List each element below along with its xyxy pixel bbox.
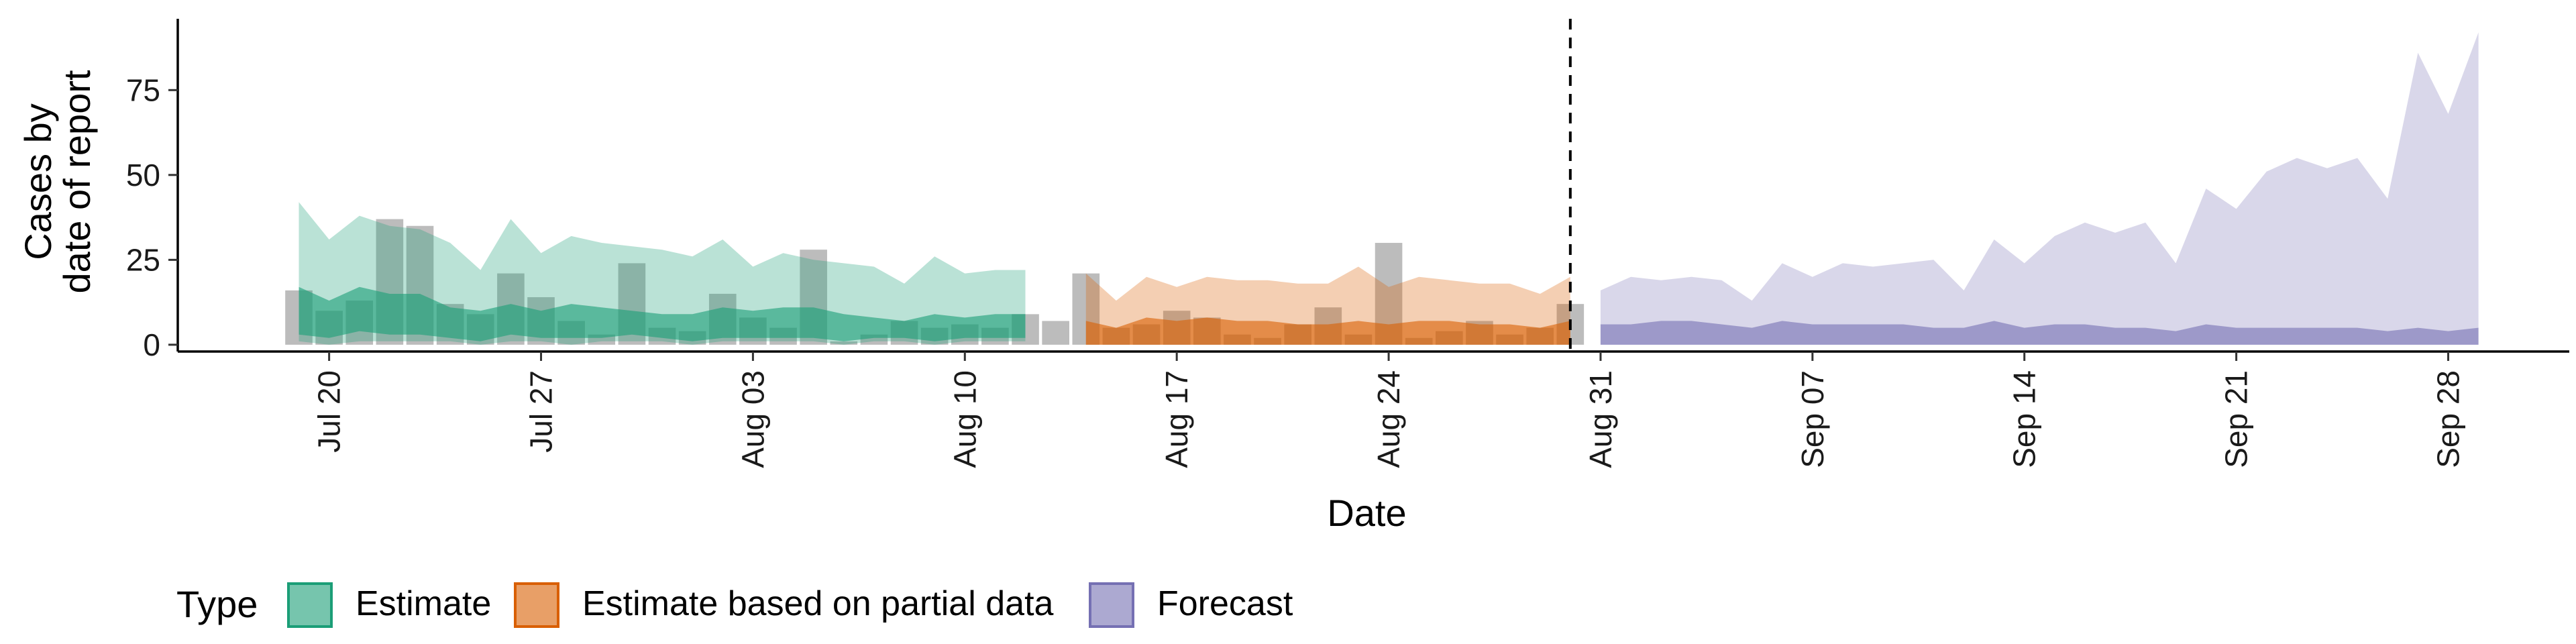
- legend-label-partial: Estimate based on partial data: [582, 584, 1054, 623]
- x-tick-label: Aug 03: [735, 370, 770, 468]
- y-tick-label: 75: [126, 72, 160, 107]
- y-tick-label: 0: [143, 327, 160, 362]
- x-tick-label: Aug 10: [947, 370, 982, 468]
- legend-key-forecast: [1089, 582, 1134, 628]
- y-axis-title-line: Cases by: [17, 103, 59, 260]
- ribbon-90-forecast: [1600, 32, 2479, 345]
- x-tick-label: Sep 07: [1795, 370, 1830, 468]
- x-tick-label: Aug 31: [1583, 370, 1618, 468]
- x-tick-label: Sep 21: [2219, 370, 2254, 468]
- x-axis-title: Date: [1327, 492, 1406, 534]
- x-tick-label: Aug 17: [1159, 370, 1194, 468]
- ribbon-50-forecast: [1600, 321, 2479, 345]
- legend-label-estimate: Estimate: [356, 584, 491, 623]
- observed-bar: [830, 341, 858, 345]
- observed-bar: [1042, 321, 1069, 345]
- estimate-ribbons: [299, 32, 2479, 345]
- y-axis-title-line: date of report: [56, 70, 98, 294]
- x-tick-label: Jul 20: [312, 370, 347, 453]
- x-tick-label: Sep 14: [2007, 370, 2042, 468]
- ribbon-50-partial: [1085, 317, 1570, 345]
- ribbon-50-estimate: [299, 286, 1026, 341]
- x-tick-label: Jul 27: [524, 370, 559, 453]
- legend-label-forecast: Forecast: [1157, 584, 1293, 623]
- ribbon-90-estimate: [299, 202, 1026, 345]
- legend-key-partial: [514, 582, 559, 628]
- axes: 0 25 50 75 Jul 20 Jul 27 Aug 03 Aug 10 Aug 17 Aug…: [17, 19, 2569, 534]
- y-tick-label: 50: [126, 158, 160, 193]
- legend-title: Type: [176, 583, 258, 625]
- y-tick-label: 25: [126, 242, 160, 277]
- x-tick-label: Sep 28: [2430, 370, 2465, 468]
- legend: Type Estimate Estimate based on partial da…: [176, 582, 1293, 628]
- x-tick-label: Aug 24: [1371, 370, 1406, 468]
- legend-key-estimate: [287, 582, 333, 628]
